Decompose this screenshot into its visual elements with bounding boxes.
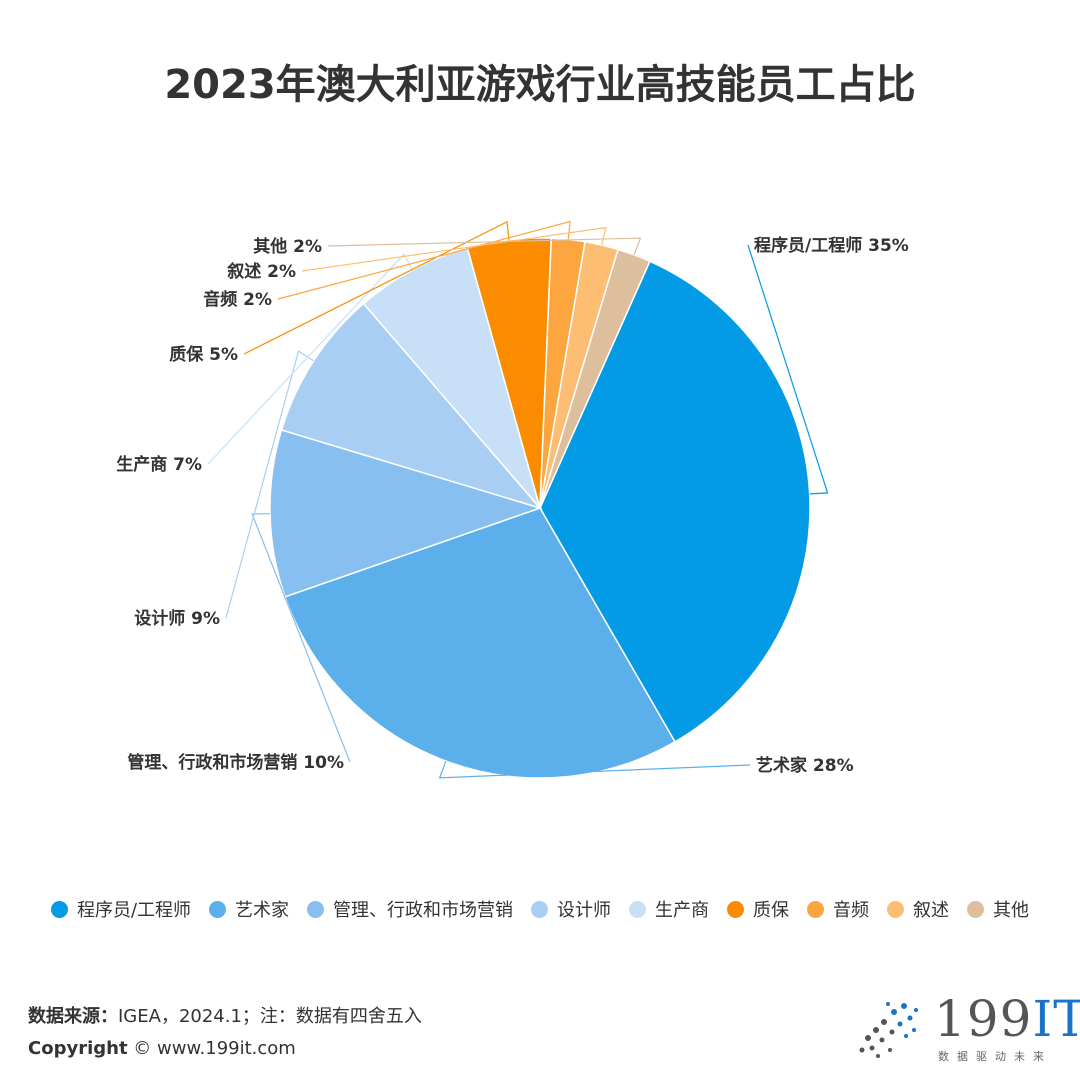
pie-slice (269, 429, 543, 598)
legend-dot-icon (727, 900, 745, 918)
leader-line (438, 760, 751, 779)
copyright-text: © www.199it.com (133, 1038, 296, 1059)
legend-label: 程序员/工程师 (76, 900, 192, 921)
legend-label: 生产商 (655, 900, 710, 921)
logo-tagline: 数据驱动未来 (938, 1050, 1052, 1063)
slice-label: 程序员/工程师 35% (754, 235, 909, 256)
legend-label: 质保 (753, 900, 790, 921)
source-label: 数据来源： (28, 1006, 118, 1027)
pie-slice (539, 248, 651, 509)
legend-item: 其他 (967, 896, 1029, 922)
copyright: Copyright © www.199it.com (28, 1038, 296, 1059)
logo: 199IT 数据驱动未来 (848, 990, 1080, 1070)
legend-dot-icon (307, 900, 325, 918)
legend-label: 其他 (993, 900, 1030, 921)
logo-dots-icon (859, 1002, 918, 1058)
chart-title: 2023年澳大利亚游戏行业高技能员工占比 (164, 62, 916, 108)
slice-label: 质保 5% (169, 344, 238, 365)
legend-item: 叙述 (887, 896, 949, 922)
slice-label: 艺术家 28% (756, 755, 854, 776)
pie-slice (362, 247, 541, 509)
legend-item: 设计师 (531, 896, 611, 922)
source-text: IGEA，2024.1；注：数据有四舍五入 (118, 1006, 422, 1027)
legend-item: 质保 (727, 896, 789, 922)
leader-line (747, 244, 829, 495)
legend-label: 管理、行政和市场营销 (333, 900, 514, 921)
legend-dot-icon (807, 900, 825, 918)
legend-label: 叙述 (913, 900, 950, 921)
legend-item: 生产商 (629, 896, 709, 922)
legend-dot-icon (887, 900, 905, 918)
slice-label: 音频 2% (203, 289, 272, 310)
copyright-label: Copyright (28, 1038, 128, 1059)
slice-label: 管理、行政和市场营销 10% (127, 752, 344, 773)
legend-label: 艺术家 (235, 900, 290, 921)
legend-dot-icon (967, 900, 985, 918)
logo-text: 199IT (934, 990, 1080, 1048)
legend-label: 设计师 (557, 900, 612, 921)
pie-slice (284, 507, 677, 779)
leader-line (277, 220, 571, 300)
legend-label: 音频 (833, 900, 870, 921)
pie-chart: 程序员/工程师 35% 艺术家 28% 管理、行政和市场营销 10% 设计师 9% 生产… (116, 220, 909, 779)
legend-item: 艺术家 (209, 896, 289, 922)
legend-dot-icon (629, 900, 647, 918)
legend-item: 音频 (807, 896, 869, 922)
legend-item: 管理、行政和市场营销 (307, 896, 513, 922)
legend-dot-icon (50, 900, 68, 918)
legend-dot-icon (531, 900, 549, 918)
slice-label: 其他 2% (253, 236, 322, 257)
slice-label: 叙述 2% (227, 261, 296, 282)
legend-item: 程序员/工程师 (50, 896, 192, 922)
leader-line (243, 220, 510, 355)
leader-line (251, 513, 351, 763)
slice-label: 生产商 7% (116, 454, 202, 475)
leader-line (225, 350, 314, 619)
data-source: 数据来源：IGEA，2024.1；注：数据有四舍五入 (28, 1002, 422, 1028)
chart-legend: 程序员/工程师 艺术家 管理、行政和市场营销 设计师 生产商 质保 音频 叙述 其他 (0, 896, 1080, 922)
leader-line (327, 237, 642, 256)
slice-label: 设计师 9% (134, 608, 220, 629)
legend-dot-icon (209, 900, 227, 918)
